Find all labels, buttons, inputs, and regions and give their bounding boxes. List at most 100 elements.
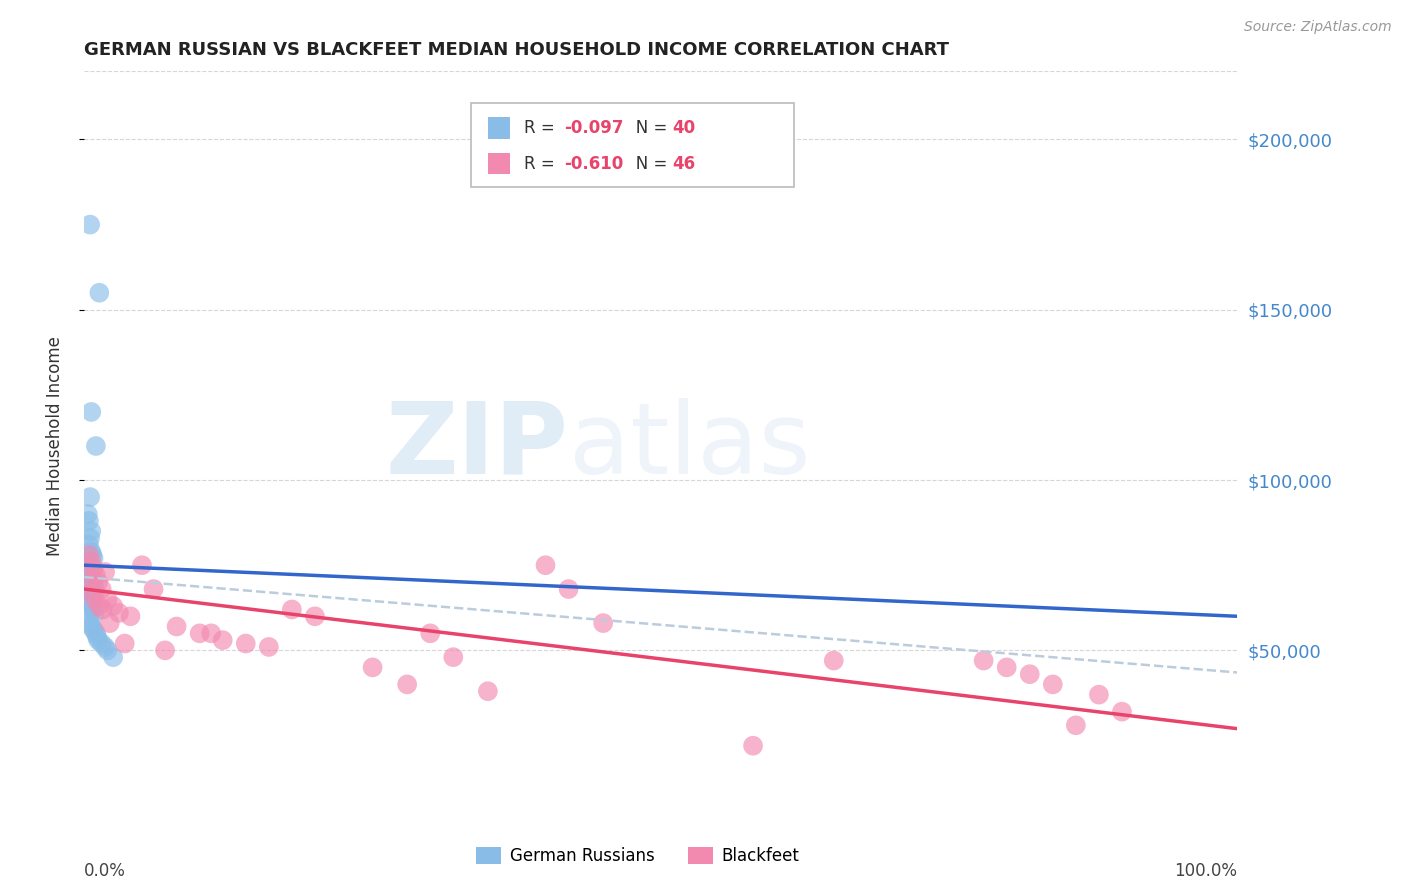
Point [742,739,765,753]
Text: 40: 40 [672,119,695,137]
Point [304,609,326,624]
Point [557,582,579,596]
Point [90,636,112,650]
Point [257,640,280,654]
Text: -0.097: -0.097 [564,119,623,137]
Point [1088,688,1111,702]
Point [96,592,118,607]
Point [1064,718,1087,732]
Point [82,589,104,603]
Point [79,585,101,599]
Point [973,654,995,668]
Text: 0.0%: 0.0% [84,862,127,880]
Point [80,565,103,579]
Point [98,616,121,631]
Text: 46: 46 [672,154,695,172]
Point [103,599,124,613]
Point [188,626,211,640]
Point [83,579,105,593]
Point [235,636,257,650]
Point [79,575,101,590]
Point [79,218,101,232]
Point [90,582,112,596]
Point [94,640,117,654]
Point [200,626,222,640]
Point [396,677,419,691]
Text: N =: N = [620,154,672,172]
Point [108,606,131,620]
Point [79,561,101,575]
Point [77,568,100,582]
Point [77,514,100,528]
Y-axis label: Median Household Income: Median Household Income [45,336,63,556]
Text: GERMAN RUSSIAN VS BLACKFEET MEDIAN HOUSEHOLD INCOME CORRELATION CHART: GERMAN RUSSIAN VS BLACKFEET MEDIAN HOUSE… [84,41,949,59]
Text: Source: ZipAtlas.com: Source: ZipAtlas.com [1244,20,1392,34]
Point [77,592,100,607]
Point [103,650,124,665]
Point [84,568,107,582]
Point [83,561,105,575]
Point [80,619,103,633]
Point [83,551,105,566]
Point [82,548,104,562]
Point [79,531,101,545]
Point [76,555,98,569]
Point [76,558,98,573]
Point [419,626,441,640]
Point [80,575,103,590]
Point [83,592,105,607]
Point [82,585,104,599]
Point [83,582,105,596]
Point [477,684,499,698]
Point [77,596,100,610]
Point [120,609,142,624]
Point [83,606,105,620]
Point [80,544,103,558]
Point [84,439,107,453]
Point [80,524,103,538]
Text: R =: R = [524,119,561,137]
Point [153,643,176,657]
Point [441,650,464,665]
Point [1111,705,1133,719]
Point [211,633,233,648]
Point [142,582,165,596]
Point [80,405,103,419]
Text: N =: N = [620,119,672,137]
Text: -0.610: -0.610 [564,154,623,172]
Text: R =: R = [524,154,561,172]
Point [361,660,384,674]
Point [77,609,100,624]
Point [79,616,101,631]
Point [534,558,557,573]
Point [87,575,110,590]
Point [96,643,118,657]
Point [89,285,111,300]
Point [80,555,103,569]
Point [76,507,98,521]
Text: ZIP: ZIP [385,398,568,494]
Point [87,633,110,648]
Point [86,630,108,644]
Point [80,599,103,613]
Point [89,599,111,613]
Legend: German Russians, Blackfeet: German Russians, Blackfeet [477,847,799,864]
Point [823,654,845,668]
Point [1018,667,1040,681]
Point [114,636,136,650]
Point [1042,677,1064,691]
Point [281,602,304,616]
Point [91,602,114,616]
Point [79,490,101,504]
Text: 100.0%: 100.0% [1174,862,1237,880]
Point [592,616,614,631]
Point [83,623,105,637]
Point [166,619,188,633]
Point [82,602,104,616]
Point [995,660,1018,674]
Text: atlas: atlas [568,398,810,494]
Point [84,626,107,640]
Point [94,565,117,579]
Point [77,548,100,562]
Point [76,572,98,586]
